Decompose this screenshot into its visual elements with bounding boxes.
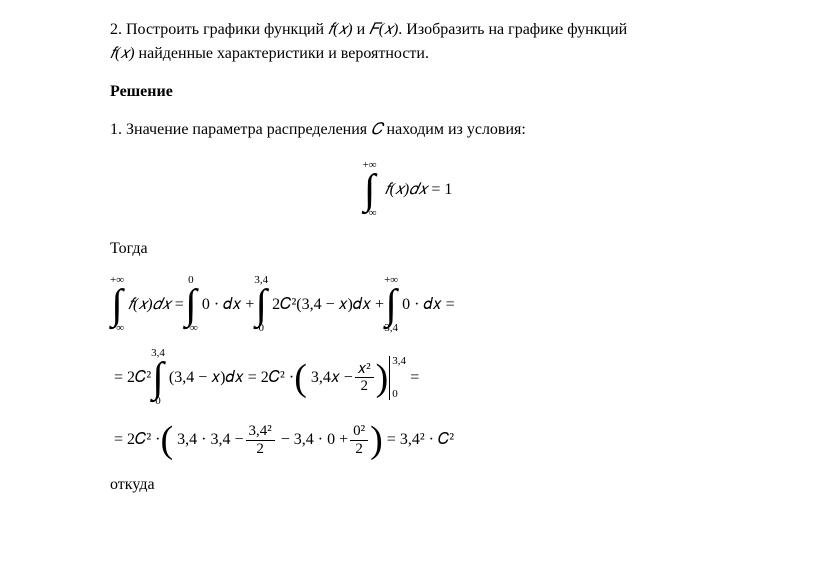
step1-b: находим из условия:: [383, 121, 526, 138]
eq2-int2: 0 ∫ −∞: [184, 275, 198, 334]
eq4-frac1-den: 2: [246, 440, 275, 458]
eq2-int1: +∞ ∫ −∞: [110, 275, 124, 334]
task-Fx: 𝐹(𝑥): [369, 21, 398, 38]
equation-1: +∞ ∫ −∞ 𝑓(𝑥)𝑑𝑥 = 1: [110, 160, 705, 219]
int1-fx: 𝑓(𝑥)𝑑𝑥: [385, 181, 428, 198]
int1-symbol: ∫: [363, 169, 377, 211]
eq3-lparen: (: [294, 359, 307, 397]
task-line2-b: найденные характеристики и вероятности.: [135, 45, 429, 62]
integral-1: +∞ ∫ −∞: [363, 160, 377, 219]
eq4-frac2: 0² 2: [350, 423, 368, 457]
eq2-int3: 3,4 ∫ 0: [254, 275, 268, 334]
eq3-evalbar-line: [389, 356, 390, 400]
eq2-plus2: +: [375, 293, 384, 317]
eq2-int3-sym: ∫: [254, 284, 268, 326]
eq2-int4-sym: ∫: [384, 284, 398, 326]
eq2-int2-sym: ∫: [184, 284, 198, 326]
equation-4: = 2𝐶² · ( 3,4 · 3,4 − 3,4² 2 − 3,4 · 0 +…: [110, 421, 705, 459]
eq2-eq1: =: [175, 293, 184, 317]
task-paragraph: 2. Построить графики функций 𝑓(𝑥) и 𝐹(𝑥)…: [110, 18, 705, 66]
solution-header: Решение: [110, 80, 705, 104]
eq3-integrand: (3,4 − 𝑥)𝑑𝑥: [169, 366, 244, 390]
int1-body: 𝑓(𝑥)𝑑𝑥 = 1: [385, 178, 453, 202]
eq4-rparen: ): [370, 421, 383, 459]
task-and: и: [353, 21, 370, 38]
eq4-frac2-num: 0²: [350, 423, 368, 440]
eq3-mid: = 2𝐶² ·: [248, 366, 295, 390]
eq3-frac-den: 2: [355, 377, 374, 395]
eq2-zero2: 0 · 𝑑𝑥: [402, 293, 442, 317]
eq2-fx: 𝑓(𝑥)𝑑𝑥: [128, 293, 171, 317]
eq3-frac-num: 𝑥²: [355, 361, 374, 378]
eq3-eval-bot: 0: [392, 386, 398, 403]
task-tail1: . Изобразить на графике функций: [398, 21, 627, 38]
eq2-int4: +∞ ∫ 3,4: [384, 275, 398, 334]
eq3-rparen: ): [376, 359, 389, 397]
eq4-frac2-den: 2: [350, 440, 368, 458]
step1-a: 1. Значение параметра распределения: [110, 121, 371, 138]
eq2-plus1: +: [245, 293, 254, 317]
task-fx-2: 𝑓(𝑥): [110, 45, 135, 62]
eq3-int: 3,4 ∫ 0: [151, 348, 165, 407]
whence-word: откуда: [110, 473, 705, 497]
eq2-eq2: =: [446, 293, 455, 317]
eq2-cfactor: 2𝐶²(3,4 − 𝑥)𝑑𝑥: [272, 293, 371, 317]
equation-2: +∞ ∫ −∞ 𝑓(𝑥)𝑑𝑥 = 0 ∫ −∞ 0 · 𝑑𝑥 + 3,4 ∫ 0…: [110, 275, 705, 334]
eq3-int-sym: ∫: [151, 357, 165, 399]
eq2-int2-bot: −∞: [184, 323, 198, 334]
then-word: Тогда: [110, 237, 705, 261]
eq2-zero1: 0 · 𝑑𝑥: [202, 293, 242, 317]
step1-C: 𝐶: [371, 121, 382, 138]
eq3-eval-top: 3,4: [392, 353, 406, 370]
eq2-int4-bot: 3,4: [384, 323, 398, 334]
eq3-evalbar: 3,4 0: [389, 356, 390, 400]
eq3-inner-a: 3,4𝑥 −: [311, 366, 353, 390]
eq3-lead: = 2𝐶²: [114, 366, 151, 390]
eq4-t1: 3,4 · 3,4 −: [177, 428, 243, 452]
eq3-frac: 𝑥² 2: [355, 361, 374, 395]
eq2-int1-sym: ∫: [110, 284, 124, 326]
eq3-eq: =: [410, 366, 419, 390]
eq4-lead: = 2𝐶² ·: [114, 428, 161, 452]
eq4-frac1: 3,4² 2: [246, 423, 275, 457]
int1-eq: = 1: [427, 181, 452, 198]
equation-3: = 2𝐶² 3,4 ∫ 0 (3,4 − 𝑥)𝑑𝑥 = 2𝐶² · ( 3,4𝑥…: [110, 348, 705, 407]
int1-lower: −∞: [363, 208, 377, 219]
step1-text: 1. Значение параметра распределения 𝐶 на…: [110, 118, 705, 142]
eq4-lparen: (: [161, 421, 174, 459]
task-text-1: 2. Построить графики функций: [110, 21, 328, 38]
eq4-t2: − 3,4 · 0 +: [281, 428, 348, 452]
eq4-frac1-num: 3,4²: [246, 423, 275, 440]
eq4-rhs: = 3,4² · 𝐶²: [387, 428, 454, 452]
eq2-int1-bot: −∞: [110, 323, 124, 334]
task-fx: 𝑓(𝑥): [328, 21, 353, 38]
